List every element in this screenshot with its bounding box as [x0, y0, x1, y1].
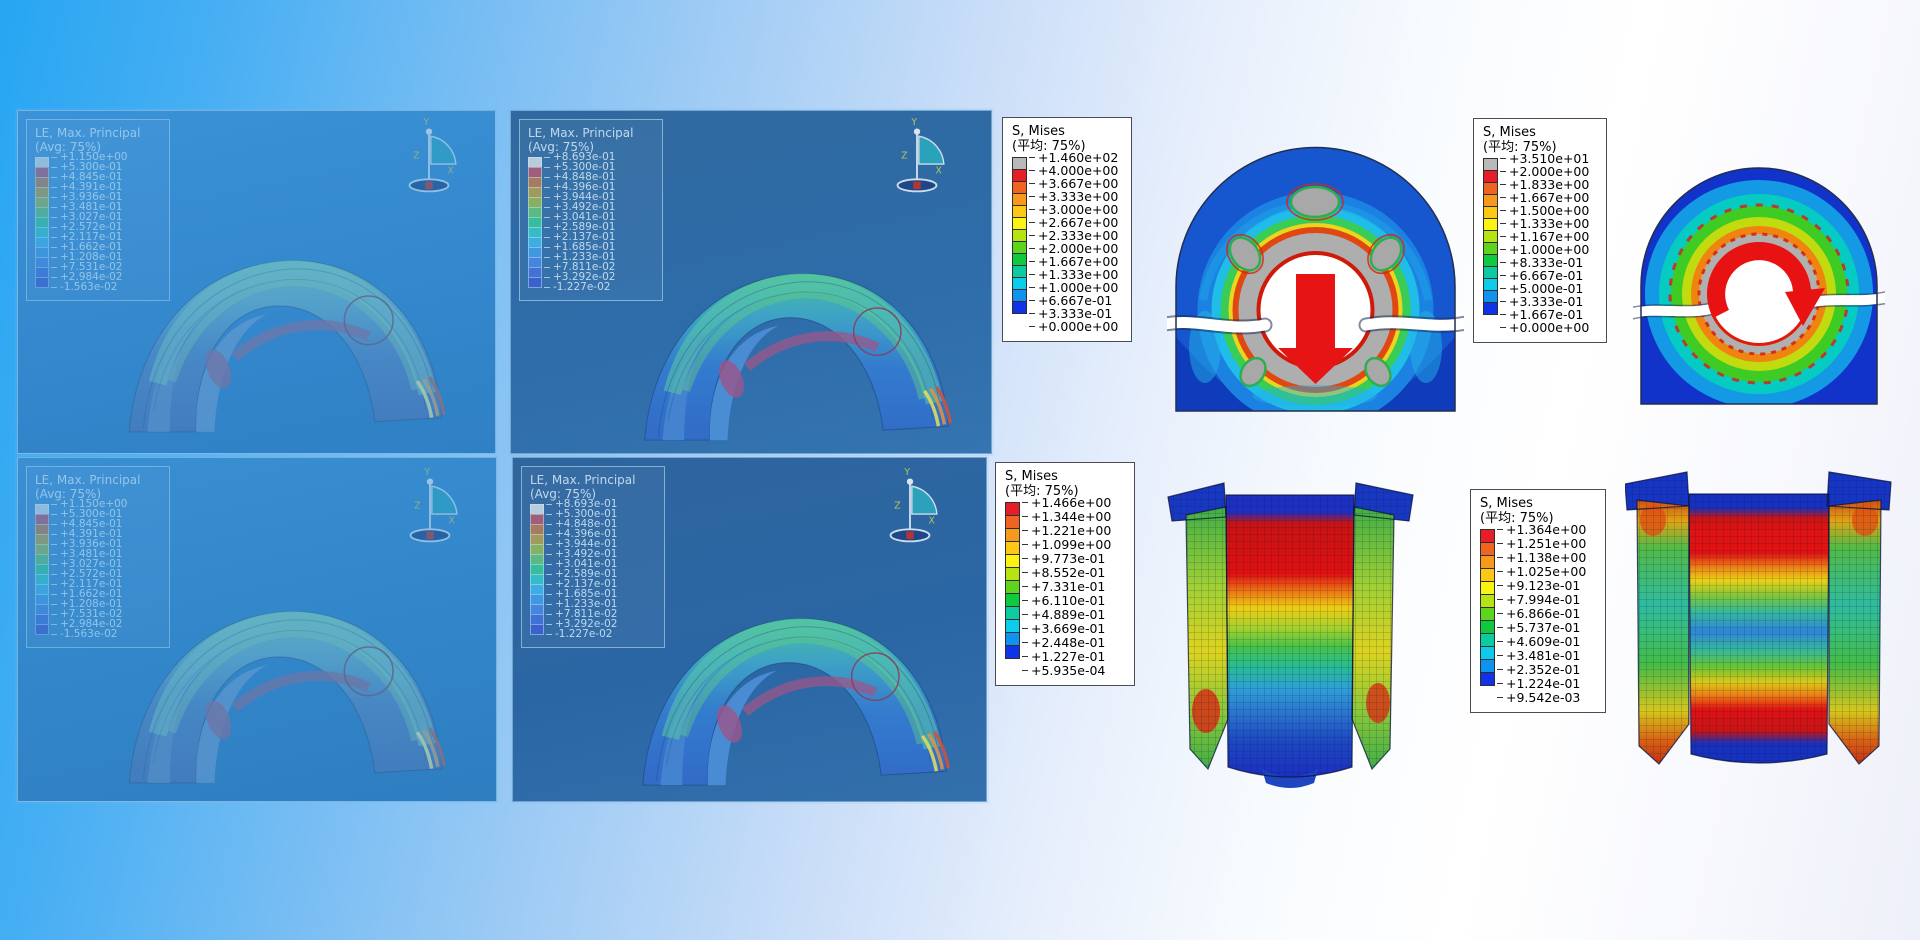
legend-title: S, Mises: [1012, 124, 1065, 139]
legend-scale: +1.466e+00 +1.344e+00 +1.221e+00 +1.099e+00…: [1005, 495, 1127, 678]
stress-legend-box-2: S, Mises (平均: 75%) +3.510e+01 +2.000e+00 +…: [1473, 118, 1607, 343]
clamp-section-torsion-load-plot: [1633, 167, 1885, 405]
dome-shell-contour-plot: [113, 229, 458, 437]
legend-scale: +1.150e+00 +5.300e-01 +4.845e-01 +4.391e-01…: [35, 151, 163, 293]
mesh-grid-overlay: [1168, 483, 1413, 777]
viewport-le-top-right: LE, Max. Principal (Avg: 75%) +8.693e-01…: [510, 110, 992, 454]
legend-scale: +1.364e+00 +1.251e+00 +1.138e+00 +1.025e+00…: [1480, 522, 1598, 705]
legend-scale: +8.693e-01 +5.300e-01 +4.848e-01 +4.396e-01…: [530, 498, 658, 640]
legend-scale: +1.460e+02 +4.000e+00 +3.667e+00 +3.333e+00…: [1012, 150, 1124, 334]
legend-title: S, Mises: [1483, 125, 1536, 140]
legend-scale: +8.693e-01 +5.300e-01 +4.848e-01 +4.396e-01…: [528, 151, 656, 293]
dome-shell-contour-plot: [629, 243, 964, 445]
view-orientation-triad-icon: [401, 114, 457, 202]
dome-shell-contour-plot: [113, 580, 458, 788]
view-orientation-triad-icon: [882, 464, 938, 552]
legend-title: LE, Max. Principal: [528, 126, 634, 140]
down-arrow-icon: [1278, 274, 1353, 384]
legend-scale: +1.150e+00 +5.300e-01 +4.845e-01 +4.391e-01…: [35, 498, 163, 640]
stress-legend-box-3: S, Mises (平均: 75%) +1.466e+00 +1.344e+00 +…: [995, 462, 1135, 686]
legend-title: LE, Max. Principal: [35, 473, 141, 487]
viewport-le-bottom-left: LE, Max. Principal (Avg: 75%) +1.150e+00…: [17, 457, 497, 802]
view-orientation-triad-icon: [402, 464, 458, 552]
legend-scale: +3.510e+01 +2.000e+00 +1.833e+00 +1.667e+00…: [1483, 151, 1599, 335]
legend-title: LE, Max. Principal: [35, 126, 141, 140]
mesh-grid-overlay: [1625, 472, 1891, 764]
viewport-le-top-left: LE, Max. Principal (Avg: 75%) +1.150e+00…: [17, 110, 496, 454]
view-orientation-triad-icon: [889, 114, 945, 202]
rotate-arrow-icon: [1707, 242, 1825, 326]
legend-title: S, Mises: [1005, 469, 1058, 484]
strain-legend-box: LE, Max. Principal (Avg: 75%) +1.150e+00…: [26, 119, 170, 301]
strain-legend-box: LE, Max. Principal (Avg: 75%) +8.693e-01…: [519, 119, 663, 301]
column-buckling-contour-plot: [1167, 482, 1414, 788]
stress-legend-box-1: S, Mises (平均: 75%) +1.460e+02 +4.000e+00 +…: [1002, 117, 1132, 342]
dome-shell-contour-plot: [627, 588, 962, 790]
clamp-section-vertical-load-plot: [1167, 146, 1464, 412]
viewport-le-bottom-right: LE, Max. Principal (Avg: 75%) +8.693e-01…: [512, 457, 987, 802]
column-symmetric-contour-plot: [1625, 471, 1892, 765]
strain-legend-box: LE, Max. Principal (Avg: 75%) +1.150e+00…: [26, 466, 170, 648]
strain-legend-box: LE, Max. Principal (Avg: 75%) +8.693e-01…: [521, 466, 665, 648]
legend-title: S, Mises: [1480, 496, 1533, 511]
legend-title: LE, Max. Principal: [530, 473, 636, 487]
stress-legend-box-4: S, Mises (平均: 75%) +1.364e+00 +1.251e+00 +…: [1470, 489, 1606, 713]
